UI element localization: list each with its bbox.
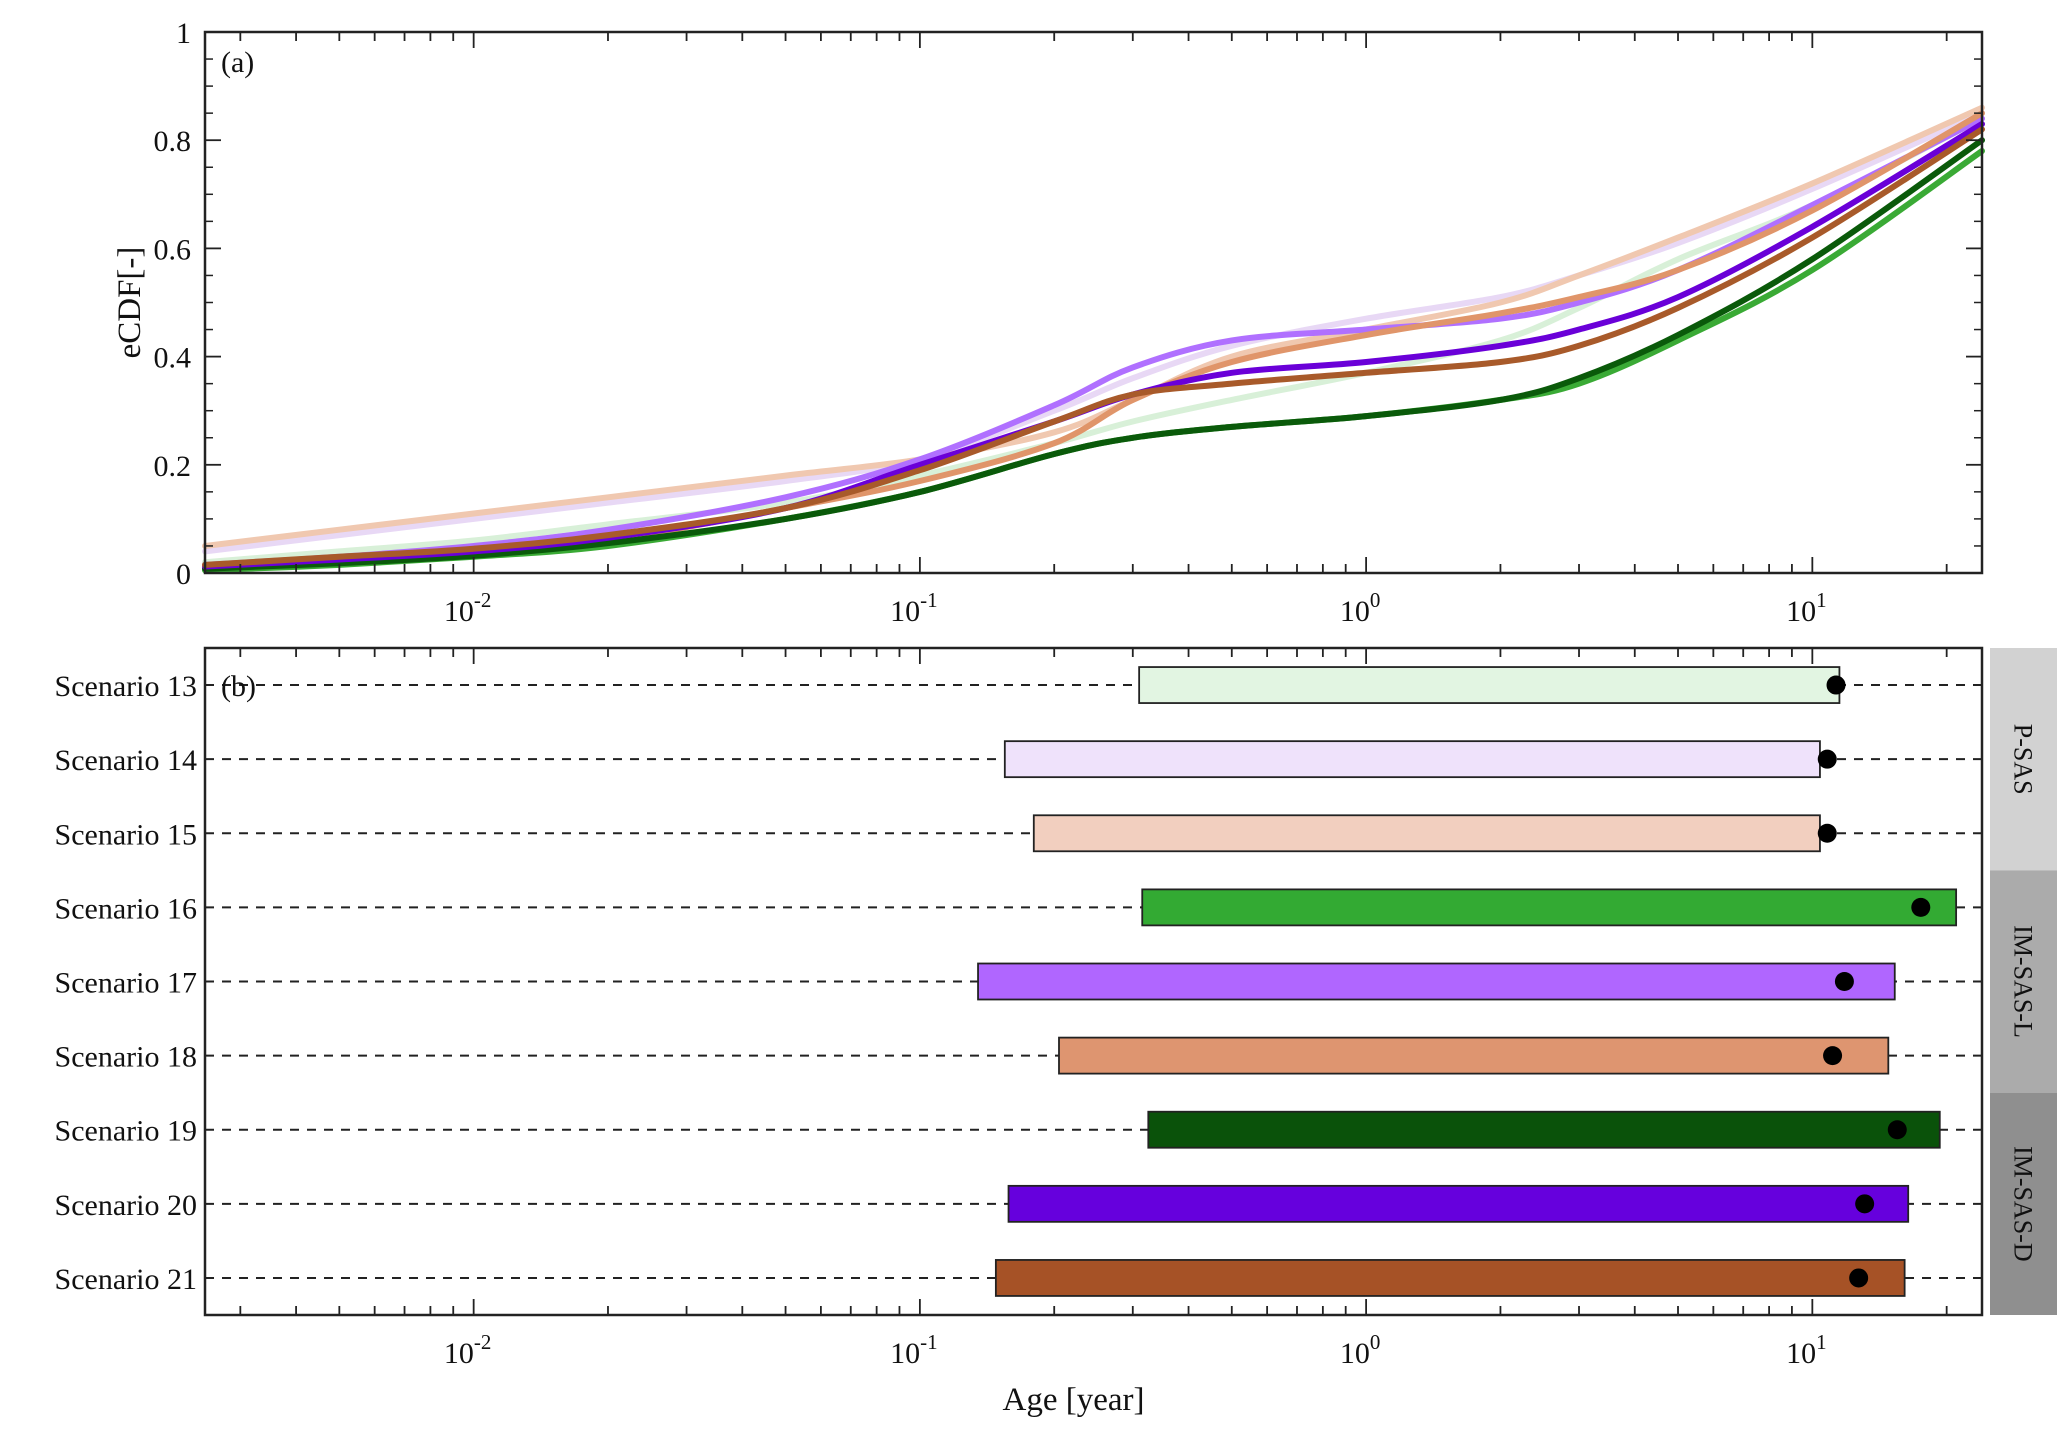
group-band-label: P-SAS [2009,724,2038,795]
panel-label-b: (b) [221,670,256,703]
series-line-scenario-20 [202,121,1985,570]
median-marker [1817,823,1837,843]
group-band [1990,648,2057,871]
x-tick-label: 100 [1340,588,1381,628]
median-marker [1887,1120,1907,1140]
scenario-label: Scenario 13 [55,670,197,703]
scenario-rows: Scenario 13 Scenario 14 Scenario 15 Scenari… [55,666,1982,1297]
range-bar [1007,1184,1910,1223]
y-tick-label: 0.6 [154,233,192,266]
median-marker [1849,1268,1869,1288]
series-line-scenario-15 [202,104,1985,549]
plot-frame-a [203,30,1984,575]
range-bar [1032,814,1821,853]
series-line-scenario-16 [202,148,1985,574]
range-bar [1003,740,1821,779]
panel-label-a: (a) [221,46,254,79]
median-marker [1817,749,1837,769]
range-bar [1138,666,1841,704]
x-tick-label: 100 [1340,1330,1381,1370]
group-band [1990,870,2057,1093]
median-marker [1834,972,1854,991]
x-tick-label: 10-1 [890,588,938,628]
range-bar [994,1259,1906,1297]
x-tick-label: 101 [1786,1330,1827,1370]
x-ticks-a: 10-2 10-1 100 101 [239,32,1948,628]
y-tick-label: 0.2 [154,450,192,483]
scenario-label: Scenario 21 [55,1263,197,1296]
y-axis-label: eCDF[-] [112,247,148,359]
range-bar [1141,888,1958,927]
scenario-label: Scenario 18 [55,1041,197,1074]
group-band-label: IM-SAS-D [2009,1146,2038,1262]
series-line-scenario-13 [202,115,1985,566]
y-tick-label: 0.4 [154,342,192,375]
scenario-label: Scenario 17 [55,967,197,1000]
median-marker [1855,1194,1875,1214]
median-marker [1823,1046,1843,1066]
series-line-scenario-18 [202,110,1985,571]
scenario-label: Scenario 19 [55,1115,197,1148]
x-tick-label: 101 [1786,588,1827,628]
x-ticks-b: 10-2 10-1 100 101 [239,648,1948,1370]
y-tick-label: 0 [176,558,191,591]
scenario-label: Scenario 14 [55,744,197,777]
plot-frame-b [203,646,1984,1317]
y-tick-label: 0.8 [154,125,192,158]
scenario-label: Scenario 16 [55,892,197,925]
y-ticks-a: 0 0.2 0.4 0.6 0.8 1 [154,17,1982,591]
panel-b: Scenario 13 Scenario 14 Scenario 15 Scenari… [55,646,2057,1418]
median-marker [1911,897,1931,917]
scenario-label: Scenario 20 [55,1189,197,1222]
group-band [1990,1092,2057,1315]
range-bar [1058,1036,1890,1075]
series-line-scenario-17 [202,115,1985,568]
y-tick-label: 1 [176,17,191,50]
series-line-scenario-14 [202,110,1985,555]
group-bands: P-SAS IM-SAS-L IM-SAS-D [1990,648,2057,1315]
group-band-label: IM-SAS-L [2009,925,2038,1038]
series-line-scenario-21 [202,126,1985,568]
series-lines [202,104,1985,574]
x-tick-label: 10-2 [444,588,492,628]
x-tick-label: 10-2 [444,1330,492,1370]
range-bar [1147,1110,1941,1149]
range-bar [977,962,1896,1001]
median-marker [1826,675,1846,695]
x-tick-label: 10-1 [890,1330,938,1370]
series-line-scenario-19 [202,137,1985,572]
scenario-label: Scenario 15 [55,818,197,851]
panel-a: 10-2 10-1 100 101 0 0.2 0.4 0.6 0.8 1 (a) eCDF[-… [112,17,1985,628]
x-axis-label: Age [year] [1003,1382,1145,1418]
